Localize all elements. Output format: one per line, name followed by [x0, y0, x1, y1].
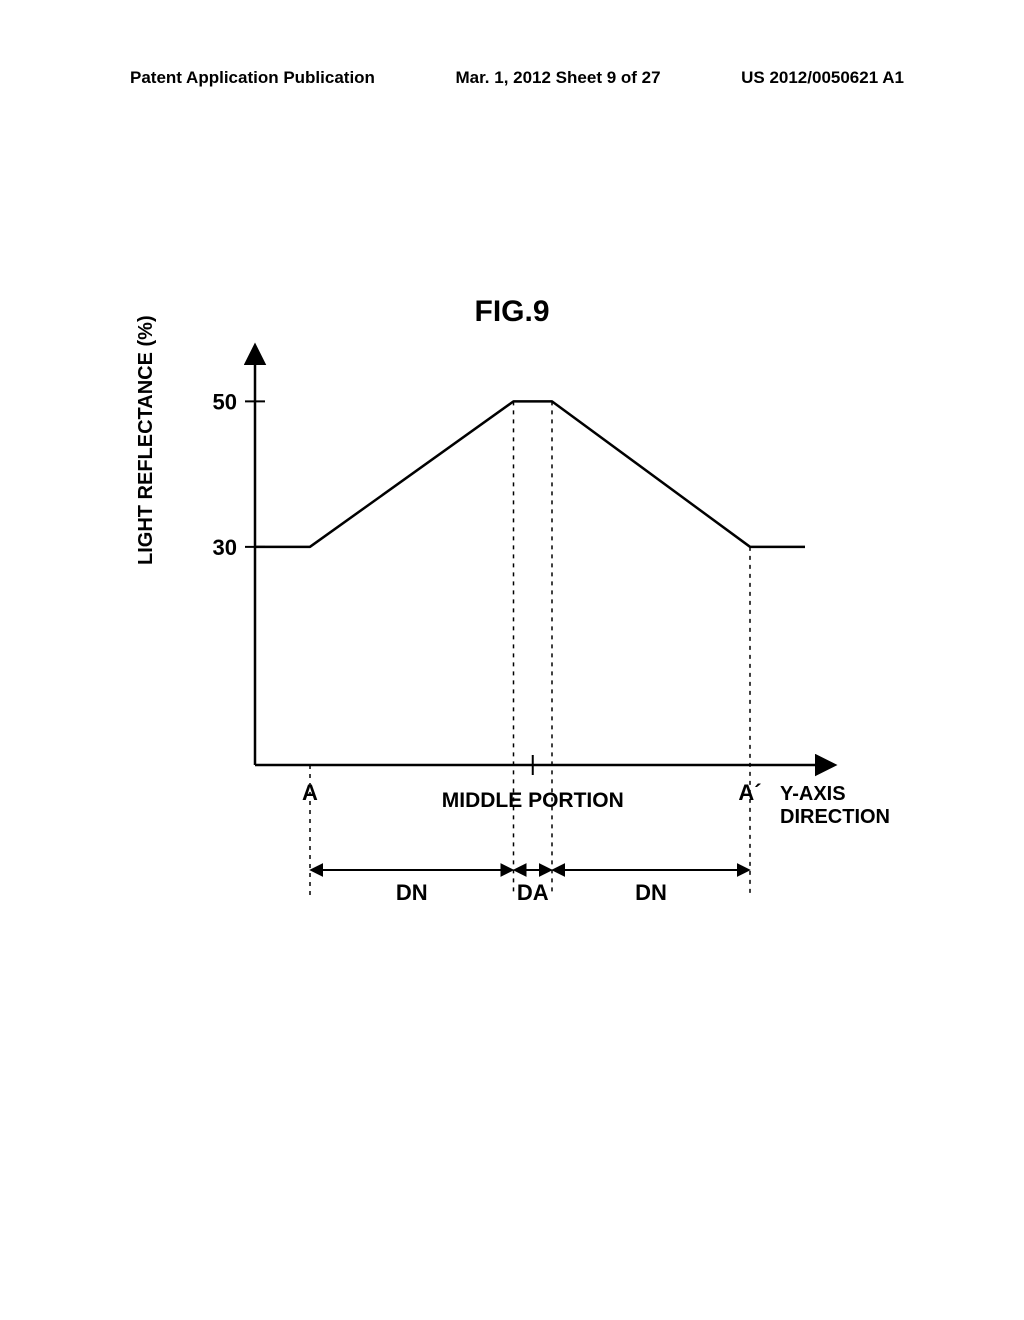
header-right: US 2012/0050621 A1 [741, 68, 904, 88]
svg-text:DIRECTION: DIRECTION [780, 806, 890, 828]
y-axis-label: LIGHT REFLECTANCE (%) [135, 315, 158, 565]
svg-text:A´: A´ [738, 780, 761, 805]
svg-text:30: 30 [213, 535, 237, 560]
page-header: Patent Application Publication Mar. 1, 2… [0, 68, 1024, 88]
figure-title: FIG.9 [474, 295, 549, 329]
svg-text:Y-AXIS: Y-AXIS [780, 783, 846, 805]
svg-text:A: A [302, 780, 318, 805]
chart-svg: 50 30 A A´ MIDDLE PORTION Y-AXISDIRECTION DN DA… [145, 355, 905, 935]
svg-text:DN: DN [396, 880, 428, 905]
svg-text:DA: DA [517, 880, 549, 905]
svg-text:50: 50 [213, 389, 237, 414]
chart-container: LIGHT REFLECTANCE (%) 5030AA´MIDDLE PORT… [145, 355, 905, 935]
header-left: Patent Application Publication [130, 68, 375, 88]
header-center: Mar. 1, 2012 Sheet 9 of 27 [456, 68, 661, 88]
svg-text:DN: DN [635, 880, 667, 905]
svg-text:MIDDLE PORTION: MIDDLE PORTION [442, 789, 624, 812]
